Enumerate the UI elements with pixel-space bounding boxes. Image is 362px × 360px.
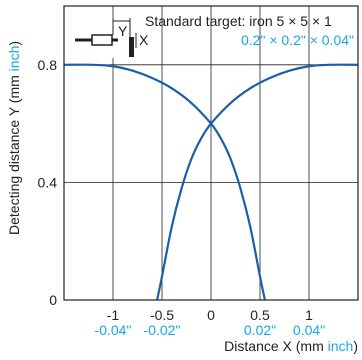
y-tick-labels: 0 0.4 0.8: [38, 57, 58, 308]
x-tick-label-inch: -0.04": [95, 322, 132, 338]
y-dimension-label: Y: [118, 23, 128, 39]
target-description: Standard target: iron 5 × 5 × 1: [145, 13, 332, 29]
x-tick-label-inch: 0.02": [244, 322, 276, 338]
sensing-curve-2: [156, 63, 359, 301]
x-tick-label: -1: [107, 307, 120, 323]
y-tick-label: 0: [49, 292, 57, 308]
target-plate-icon: [129, 37, 134, 57]
x-axis-title-inch: inch: [328, 338, 354, 354]
x-tick-label: 0: [207, 307, 215, 323]
x-axis-title-text: Distance X (mm: [224, 338, 324, 354]
sensing-curve-1: [63, 63, 266, 301]
y-tick-label: 0.8: [38, 57, 58, 73]
sensor-body-icon: [91, 34, 113, 46]
y-axis-title: Detecting distance Y (mm inch): [6, 41, 22, 235]
x-tick-label-inch: 0.04": [293, 322, 325, 338]
target-description-inch: 0.2" × 0.2" × 0.04": [241, 32, 354, 48]
y-axis-title-inch: inch: [6, 46, 22, 72]
curves: [63, 63, 359, 301]
target-diagram: Y X: [75, 18, 149, 58]
x-axis-title: Distance X (mm inch): [224, 338, 358, 354]
plot-frame: [63, 5, 359, 301]
x-tick-label: -0.5: [150, 307, 174, 323]
x-tick-label: 1: [305, 307, 313, 323]
x-tick-labels: -1-0.04" -0.5-0.02" 0 0.50.02" 10.04": [95, 307, 326, 338]
y-tick-label: 0.4: [38, 174, 58, 190]
x-axis-title-suffix: ): [353, 338, 358, 354]
x-dimension-label: X: [139, 32, 149, 48]
y-axis-title-suffix: ): [6, 41, 22, 46]
y-axis-title-text: Detecting distance Y (mm: [6, 75, 22, 235]
x-tick-label: 0.5: [250, 307, 270, 323]
x-tick-label-inch: -0.02": [144, 322, 181, 338]
